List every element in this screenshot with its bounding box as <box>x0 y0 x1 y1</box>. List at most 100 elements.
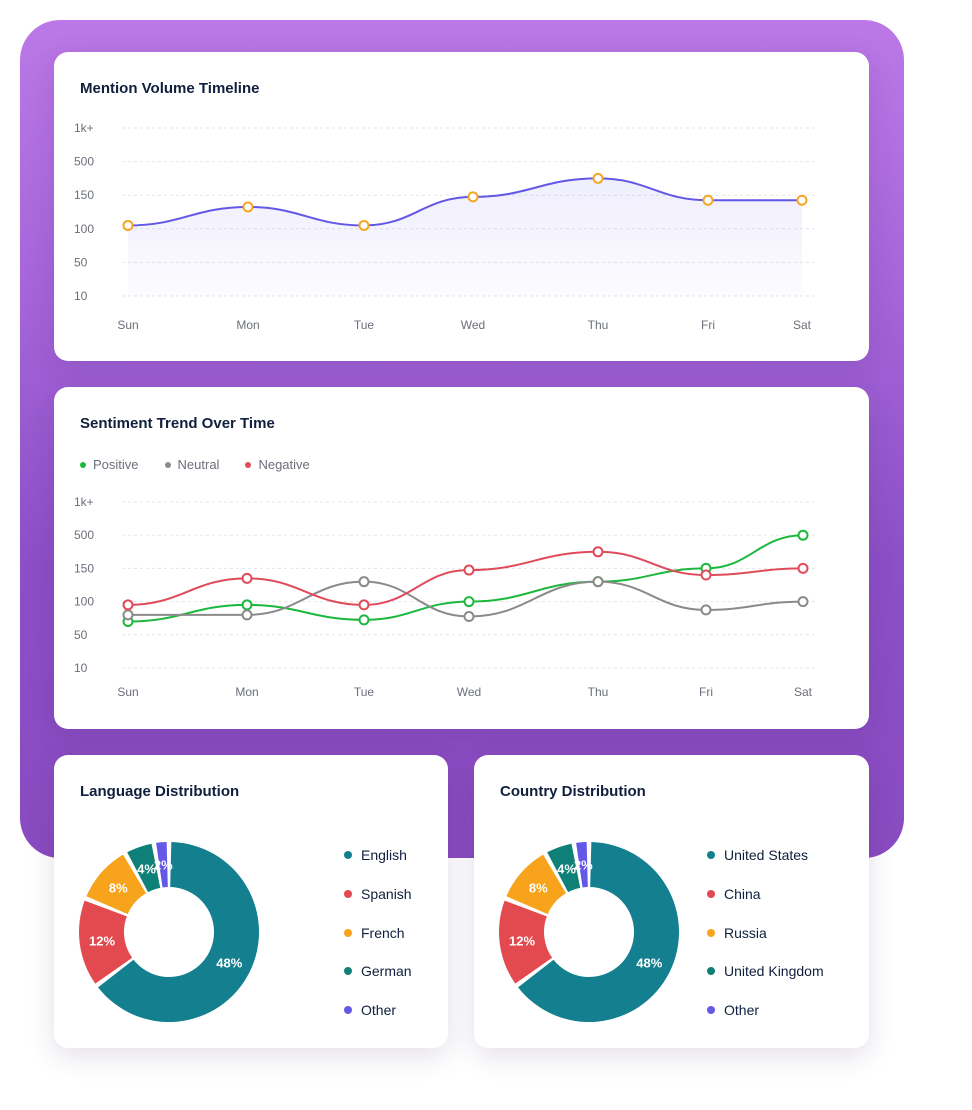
language-distribution-card: Language Distribution 48% 12% 8% 4% 2% Engli… <box>54 755 448 1048</box>
legend-positive[interactable]: Positive <box>80 457 139 472</box>
x-tick-label: Tue <box>354 685 375 699</box>
x-tick-label: Sat <box>793 318 812 332</box>
y-tick-label: 150 <box>74 561 94 575</box>
legend-label: English <box>361 847 407 864</box>
legend-item-german[interactable]: German <box>344 952 412 991</box>
slice-label: 12% <box>509 934 535 949</box>
slice-label: 48% <box>216 955 242 970</box>
legend-label: China <box>724 886 761 903</box>
data-point-neutral <box>797 596 809 608</box>
legend-dot <box>344 1006 352 1015</box>
y-tick-label: 1k+ <box>74 495 94 509</box>
data-point-neutral <box>241 609 253 621</box>
legend-negative-label: Negative <box>258 457 310 472</box>
language-distribution-title: Language Distribution <box>80 783 240 800</box>
donut-slice-other <box>576 842 588 888</box>
data-point-neutral <box>700 604 712 616</box>
donut-slice-china <box>499 900 553 984</box>
y-tick-label: 100 <box>74 222 94 236</box>
country-distribution-title: Country Distribution <box>500 783 646 800</box>
legend-dot <box>344 851 352 860</box>
data-point-neutral <box>463 611 475 623</box>
legend-dot <box>344 967 352 976</box>
slice-label: 2% <box>154 858 173 873</box>
slice-label: 48% <box>636 955 662 970</box>
legend-item-united-states[interactable]: United States <box>707 836 824 875</box>
sentiment-trend-chart: 1k+ 500 150 100 50 10 Sun Mon Tue Wed Thu Fri Sat <box>74 495 816 699</box>
legend-negative-dot <box>245 461 252 468</box>
legend-item-english[interactable]: English <box>344 836 412 875</box>
legend-item-other[interactable]: Other <box>707 991 824 1030</box>
x-tick-label: Fri <box>699 685 713 699</box>
legend-item-united-kingdom[interactable]: United Kingdom <box>707 952 824 991</box>
donut-slice-french <box>86 854 147 915</box>
data-point-mentions <box>122 219 134 231</box>
slice-label: 8% <box>529 880 548 895</box>
country-legend: United States China Russia United Kingdo… <box>707 836 824 1029</box>
x-tick-label: Wed <box>457 685 481 699</box>
data-point-mentions <box>702 194 714 206</box>
legend-dot <box>707 851 715 860</box>
donut-slice-german <box>127 843 161 893</box>
data-point-negative <box>592 546 604 558</box>
slice-label: 2% <box>574 858 593 873</box>
data-point-negative <box>463 564 475 576</box>
country-distribution-card: Country Distribution 48% 12% 8% 4% 2% United… <box>474 755 869 1048</box>
area-fill <box>128 178 802 296</box>
legend-neutral[interactable]: Neutral <box>164 457 220 472</box>
y-tick-label: 10 <box>74 661 88 675</box>
x-tick-label: Sun <box>117 318 138 332</box>
y-tick-label: 10 <box>74 289 88 303</box>
legend-dot <box>344 890 352 899</box>
legend-label: Spanish <box>361 886 412 903</box>
legend-dot <box>707 967 715 976</box>
x-tick-label: Thu <box>588 685 609 699</box>
sentiment-trend-title: Sentiment Trend Over Time <box>80 415 275 432</box>
donut-slice-other <box>156 842 168 888</box>
x-tick-label: Tue <box>354 318 375 332</box>
x-tick-label: Fri <box>701 318 715 332</box>
x-tick-label: Wed <box>461 318 485 332</box>
data-point-positive <box>358 614 370 626</box>
donut-slice-united-kingdom <box>547 843 581 893</box>
data-point-neutral <box>358 576 370 588</box>
legend-label: French <box>361 924 405 941</box>
donut-slice-russia <box>506 854 567 915</box>
legend-dot <box>707 928 715 937</box>
legend-dot <box>707 1006 715 1015</box>
x-tick-label: Mon <box>235 685 258 699</box>
slice-label: 4% <box>557 861 576 876</box>
legend-positive-dot <box>80 461 86 468</box>
data-point-neutral <box>592 576 604 588</box>
y-tick-label: 500 <box>74 528 94 542</box>
data-point-mentions <box>796 194 808 206</box>
y-tick-label: 150 <box>74 188 94 202</box>
legend-label: United States <box>724 847 809 864</box>
legend-item-spanish[interactable]: Spanish <box>344 875 412 914</box>
legend-positive-label: Positive <box>93 457 139 472</box>
data-point-negative <box>241 572 253 584</box>
data-point-positive <box>463 596 475 608</box>
data-point-negative <box>700 569 712 581</box>
data-point-negative <box>797 562 809 574</box>
donut-slice-united-states <box>518 842 679 1022</box>
legend-negative[interactable]: Negative <box>245 457 310 472</box>
data-point-positive <box>241 599 253 611</box>
sentiment-legend: Positive Neutral Negative <box>80 457 310 472</box>
legend-item-other[interactable]: Other <box>344 991 412 1030</box>
data-point-mentions <box>592 172 604 184</box>
data-point-mentions <box>358 219 370 231</box>
country-donut-chart: 48% 12% 8% 4%2% <box>499 842 679 1022</box>
x-tick-label: Thu <box>588 318 609 332</box>
legend-neutral-dot <box>164 461 171 468</box>
legend-item-china[interactable]: China <box>707 875 824 914</box>
legend-label: Other <box>724 1002 760 1019</box>
legend-neutral-label: Neutral <box>177 457 220 472</box>
language-legend: English Spanish French German Other <box>344 836 412 1029</box>
legend-label: United Kingdom <box>724 963 824 980</box>
mention-volume-title: Mention Volume Timeline <box>80 80 260 97</box>
y-tick-label: 50 <box>74 628 88 642</box>
legend-item-russia[interactable]: Russia <box>707 913 824 952</box>
legend-item-french[interactable]: French <box>344 913 412 952</box>
donut-slice-english <box>98 842 259 1022</box>
